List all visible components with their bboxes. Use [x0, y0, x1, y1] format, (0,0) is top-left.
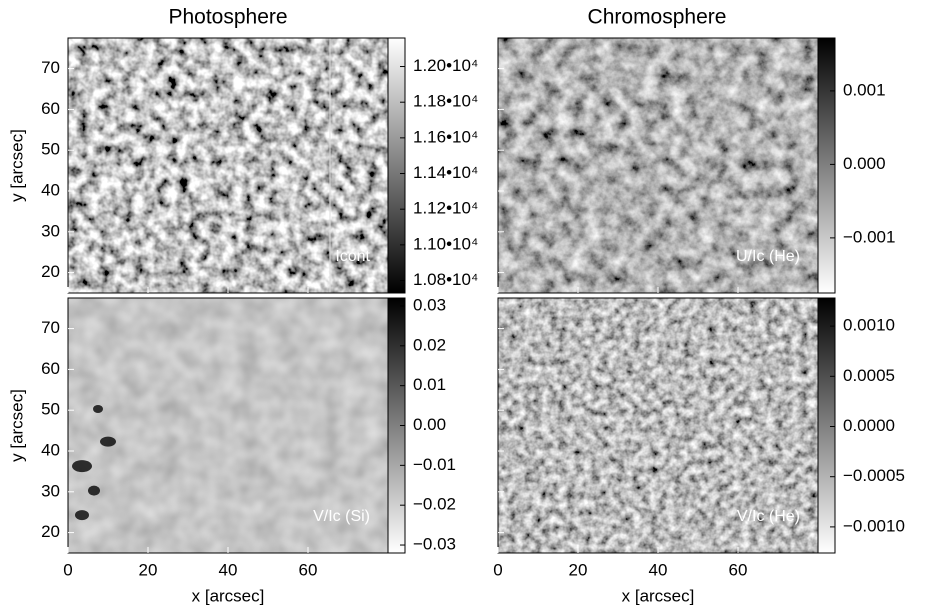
colorbar-tick-label: 0.0000 [843, 416, 895, 435]
x-tick-label: 20 [569, 560, 588, 579]
colorbar-tick-label: 0.03 [413, 295, 446, 314]
y-axis-label: y [arcsec] [7, 129, 26, 202]
colorbar-tick-label: 0.0010 [843, 316, 895, 335]
colorbar-tick-label: 0.000 [843, 154, 886, 173]
y-axis-label: y [arcsec] [7, 389, 26, 462]
colorbar-tick-label: −0.03 [413, 535, 456, 554]
x-axis-label: x [arcsec] [622, 586, 695, 605]
y-tick-label: 60 [41, 359, 60, 378]
colorbar-tick-label: −0.0010 [843, 516, 905, 535]
y-tick-label: 60 [41, 99, 60, 118]
panel-label: U/Ic (He) [736, 248, 800, 265]
colorbar-tick-label: −0.02 [413, 495, 456, 514]
colorbar-tick-label: 0.02 [413, 335, 446, 354]
image [68, 298, 388, 553]
column-title: Photosphere [168, 6, 287, 29]
colorbar-tick-label: 0.001 [843, 80, 886, 99]
flux-patch [100, 436, 116, 447]
colorbar [387, 37, 406, 294]
y-tick-label: 20 [41, 262, 60, 281]
colorbar-tick-label: 1.10•10⁴ [413, 234, 478, 253]
x-tick-label: 20 [139, 560, 158, 579]
image [498, 298, 818, 553]
x-tick-label: 60 [299, 560, 318, 579]
x-axis-label: x [arcsec] [192, 586, 265, 605]
image [68, 38, 388, 293]
colorbar-tick-label: 1.16•10⁴ [413, 127, 478, 146]
y-tick-label: 70 [41, 318, 60, 337]
colorbar [817, 297, 836, 554]
y-tick-label: 40 [41, 440, 60, 459]
colorbar-tick-label: 1.12•10⁴ [413, 199, 478, 218]
colorbar-tick-label: −0.01 [413, 455, 456, 474]
x-tick-label: 40 [219, 560, 238, 579]
flux-patch [93, 405, 103, 413]
image [498, 38, 818, 293]
colorbar-tick-label: 1.20•10⁴ [413, 56, 478, 75]
y-tick-label: 30 [41, 221, 60, 240]
flux-patch [88, 485, 100, 496]
colorbar-tick-label: 1.18•10⁴ [413, 92, 478, 111]
flux-patch [75, 510, 89, 521]
x-tick-label: 0 [63, 560, 72, 579]
flux-patch [72, 460, 92, 473]
colorbar-tick-label: 1.14•10⁴ [413, 163, 478, 182]
panel-label: Icont [335, 248, 370, 265]
x-tick-label: 40 [649, 560, 668, 579]
x-tick-label: 0 [493, 560, 502, 579]
colorbar-tick-label: 0.0005 [843, 366, 895, 385]
y-tick-label: 20 [41, 522, 60, 541]
column-title: Chromosphere [588, 6, 727, 29]
colorbar-tick-label: −0.001 [843, 227, 895, 246]
panel-label: V/Ic (Si) [313, 508, 370, 525]
colorbar-tick-label: −0.0005 [843, 466, 905, 485]
colorbar-tick-label: 0.01 [413, 375, 446, 394]
y-tick-label: 30 [41, 481, 60, 500]
y-tick-label: 50 [41, 400, 60, 419]
colorbar [817, 37, 836, 294]
colorbar-tick-label: 1.08•10⁴ [413, 270, 478, 289]
panels: Icont 20 30 40 50 60 70 y [arcsec] 1.08•10⁴ 1.10•… [7, 37, 905, 605]
y-tick-label: 50 [41, 140, 60, 159]
y-tick-label: 70 [41, 58, 60, 77]
panel-label: V/Ic (He) [737, 508, 800, 525]
x-tick-label: 60 [729, 560, 748, 579]
y-tick-label: 40 [41, 180, 60, 199]
colorbar-tick-label: 0.00 [413, 415, 446, 434]
